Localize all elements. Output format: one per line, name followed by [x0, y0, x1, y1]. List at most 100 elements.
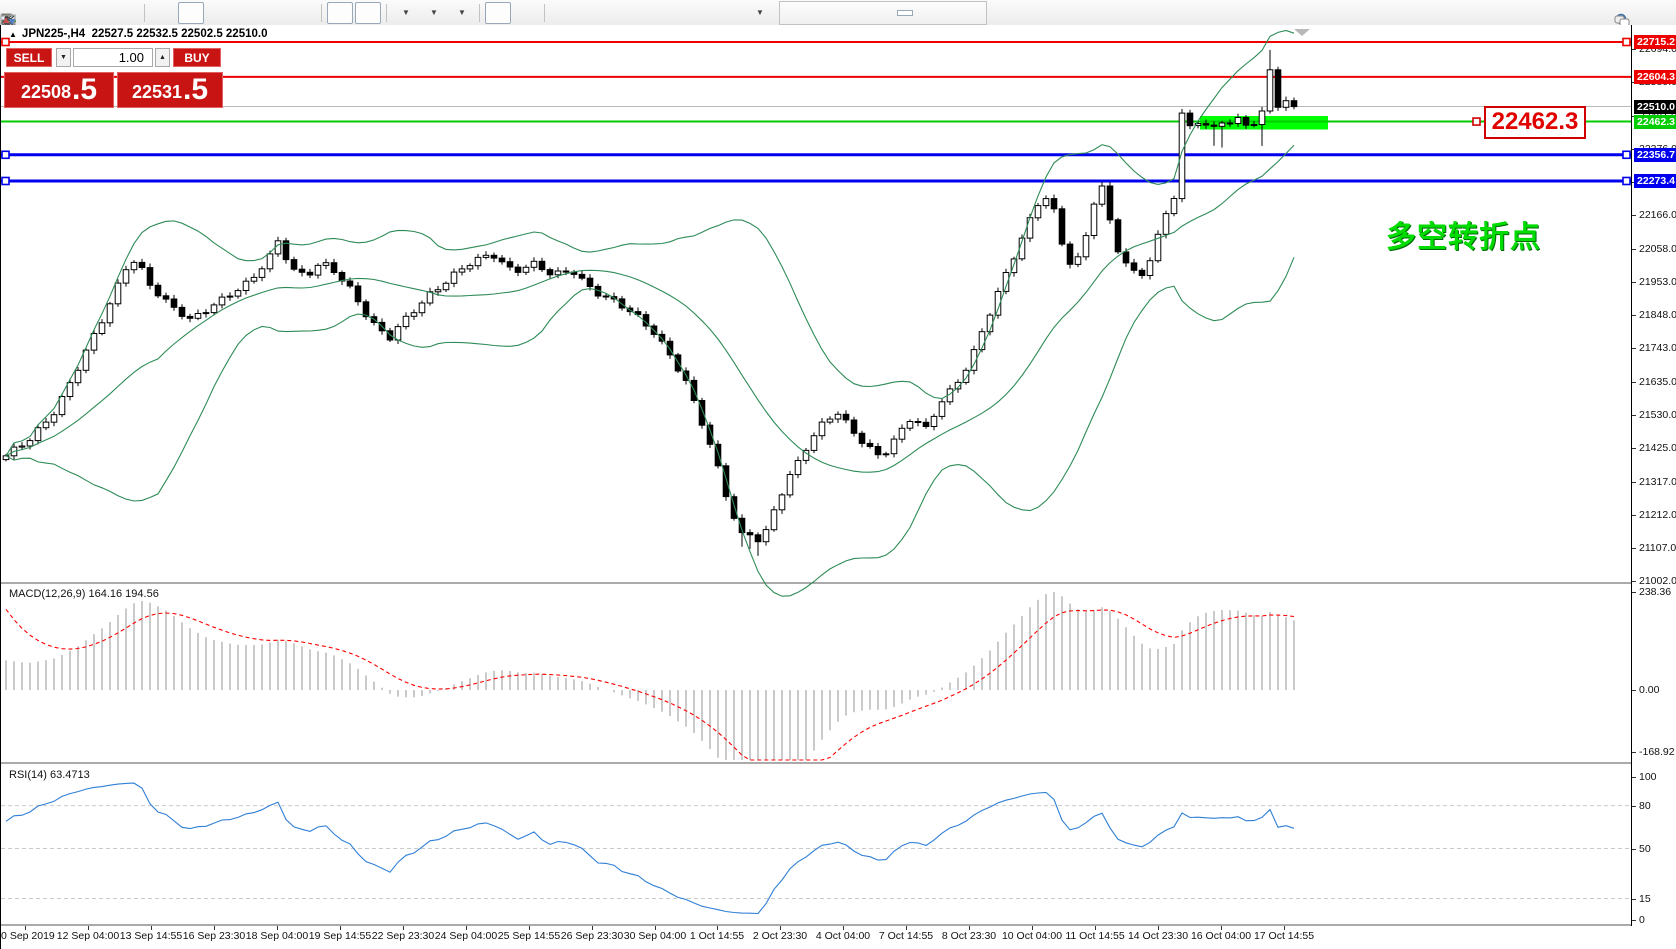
candle	[138, 261, 146, 268]
candle	[178, 306, 186, 317]
line-handle[interactable]	[1622, 176, 1631, 186]
toolbar-chat-button[interactable]	[1614, 2, 1669, 27]
candle	[410, 312, 418, 317]
collapse-panel-icon[interactable]: ▲	[9, 30, 17, 39]
candle	[754, 534, 762, 543]
timeframe-M15-button[interactable]	[831, 10, 847, 16]
candle	[778, 494, 786, 511]
toolbar-data-window-button[interactable]	[1, 2, 83, 27]
price-level-label: 22356.7	[1634, 148, 1676, 162]
toolbar-bar-chart-button[interactable]	[1, 2, 176, 27]
toolbar-crosshair-button[interactable]	[1, 2, 539, 28]
candle	[18, 445, 26, 448]
candle	[394, 326, 402, 341]
time-label: 16 Sep 23:30	[182, 930, 246, 942]
candle	[226, 295, 234, 298]
candle	[882, 453, 890, 456]
toolbar-auto-scroll-button[interactable]	[1, 1, 353, 26]
candle	[170, 298, 178, 308]
toolbar-market-watch-button[interactable]	[1, 2, 55, 26]
buy-button[interactable]: BUY	[173, 48, 221, 67]
line-handle[interactable]	[1622, 37, 1631, 47]
candle	[218, 296, 226, 306]
price-level-label: 22273.4	[1634, 174, 1676, 188]
toolbar-trendline-button[interactable]	[1, 2, 632, 26]
candle	[1170, 198, 1178, 215]
timeframe-H1-button[interactable]	[875, 10, 891, 16]
time-label: 10 Oct 04:00	[1001, 930, 1063, 942]
candle	[954, 381, 962, 390]
chinese-note-text[interactable]: 多空转折点	[1386, 221, 1541, 254]
candle	[554, 270, 562, 276]
candle	[282, 240, 290, 261]
toolbar-strategy-tester-button[interactable]	[2, 2, 111, 25]
time-tick	[340, 926, 341, 930]
toolbar-label-button[interactable]: T	[0, 2, 744, 28]
volume-increase-button[interactable]: ▲	[155, 48, 170, 67]
price-tick-label: 21530.0	[1639, 409, 1676, 421]
toolbar-indicators-button[interactable]: ▼	[1, 2, 418, 26]
toolbar-chart-shift-button[interactable]	[1, 1, 381, 26]
toolbar-zoom-in-button[interactable]	[2, 2, 260, 28]
candle	[498, 257, 506, 263]
candle	[58, 396, 66, 416]
candle	[970, 349, 978, 371]
candle	[1138, 269, 1146, 277]
candle	[322, 262, 330, 266]
toolbar-line-chart-button[interactable]	[0, 2, 232, 25]
toolbar-vline-button[interactable]	[7, 2, 576, 28]
timeframe-M1-button[interactable]	[787, 10, 803, 16]
sell-price-button[interactable]: 22508.5	[4, 72, 114, 108]
candle	[186, 315, 194, 319]
toolbar-templates-button[interactable]: ▼	[0, 2, 474, 26]
toolbar-candlestick-button[interactable]	[1, 1, 204, 27]
time-tick	[906, 926, 907, 930]
toolbar-tile-windows-button[interactable]	[1, 2, 316, 27]
timeframe-W1-button[interactable]	[941, 10, 957, 16]
candle	[298, 268, 306, 273]
candle	[730, 496, 738, 519]
chart-shift-marker[interactable]	[1294, 29, 1310, 36]
toolbar-hline-button[interactable]	[1, 2, 604, 24]
line-handle[interactable]	[1, 150, 10, 160]
time-label: 25 Sep 14:55	[497, 930, 561, 942]
volume-decrease-button[interactable]: ▼	[56, 48, 71, 67]
buy-price-button[interactable]: 22531.5	[117, 72, 223, 108]
price-annotation-box[interactable]: 22462.3	[1484, 106, 1586, 139]
time-tick	[88, 926, 89, 930]
toolbar-arrows-button[interactable]: ▼	[3, 2, 772, 25]
candle	[106, 303, 114, 324]
sell-price-main: 22508	[20, 82, 72, 102]
toolbar-periods-button[interactable]: ▼	[1, 2, 446, 27]
line-handle[interactable]	[1472, 117, 1481, 126]
price-axis[interactable]: 22694.022589.022481.022376.022271.022166…	[1631, 25, 1676, 926]
toolbar-text-button[interactable]: A	[4, 2, 716, 29]
line-handle[interactable]	[1, 176, 10, 186]
candle	[546, 269, 554, 276]
timeframe-M30-button[interactable]	[853, 10, 869, 16]
line-handle[interactable]	[1622, 150, 1631, 160]
timeframe-D1-button[interactable]	[919, 10, 935, 16]
volume-input[interactable]: 1.00	[73, 48, 153, 67]
bollinger-bands	[5, 29, 1295, 597]
time-tick	[529, 926, 530, 930]
price-tick-label: 21743.0	[1639, 342, 1676, 354]
candle	[1226, 122, 1234, 125]
candle	[1098, 185, 1106, 205]
sell-button[interactable]: SELL	[6, 48, 52, 67]
candle	[194, 313, 202, 319]
candle	[162, 295, 170, 300]
line-handle[interactable]	[1, 37, 10, 47]
toolbar-auto-trading-button[interactable]	[1, 2, 139, 27]
timeframe-H4-button[interactable]	[897, 9, 913, 16]
candle	[314, 264, 322, 276]
chart-window[interactable]: ▲ JPN225-,H4 22527.5 22532.5 22502.5 2251…	[0, 25, 1676, 949]
timeframe-M5-button[interactable]	[809, 10, 825, 16]
timeframe-MN-button[interactable]	[963, 10, 979, 16]
axis-tick	[1632, 581, 1636, 582]
toolbar-zoom-out-button[interactable]	[2, 2, 288, 28]
toolbar-channel-button[interactable]: E	[0, 2, 660, 29]
toolbar-cursor-button[interactable]	[4, 1, 511, 26]
toolbar-fibonacci-button[interactable]: F	[2, 2, 688, 29]
candle	[1034, 205, 1042, 219]
